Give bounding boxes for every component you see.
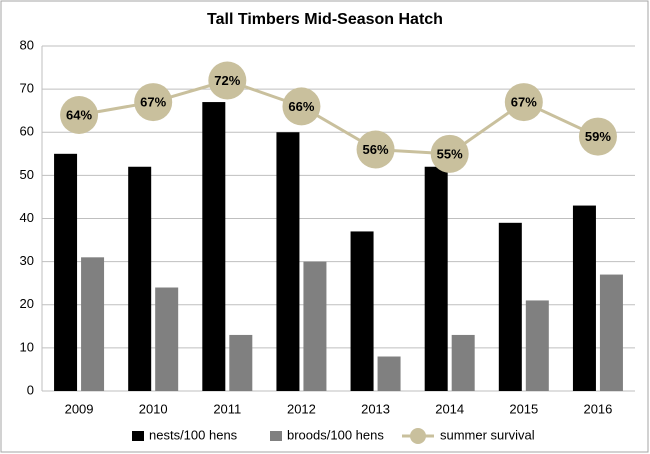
bar bbox=[572, 205, 596, 391]
legend-swatch bbox=[270, 431, 282, 441]
bar bbox=[424, 166, 448, 391]
bar bbox=[155, 287, 179, 391]
x-tick-label: 2016 bbox=[583, 401, 612, 416]
survival-marker bbox=[134, 83, 173, 122]
x-tick-label: 2014 bbox=[435, 401, 464, 416]
bar bbox=[276, 132, 300, 391]
bar bbox=[81, 257, 105, 391]
bar bbox=[229, 334, 253, 391]
bar bbox=[350, 231, 374, 391]
bar bbox=[54, 153, 78, 391]
y-tick-label: 60 bbox=[20, 124, 34, 139]
bar bbox=[202, 102, 226, 391]
data-label: 67% bbox=[140, 95, 166, 110]
survival-marker bbox=[356, 130, 395, 169]
survival-marker bbox=[60, 96, 99, 134]
y-tick-label: 30 bbox=[20, 253, 34, 268]
bar bbox=[303, 261, 327, 391]
x-tick-label: 2015 bbox=[509, 401, 538, 416]
survival-marker bbox=[504, 83, 543, 122]
survival-marker bbox=[430, 134, 469, 173]
legend-label: nests/100 hens bbox=[149, 427, 238, 442]
bar bbox=[599, 274, 623, 391]
bar bbox=[525, 300, 549, 391]
bar bbox=[451, 334, 475, 391]
data-label: 67% bbox=[511, 95, 537, 110]
chart-title: Tall Timbers Mid-Season Hatch bbox=[207, 11, 443, 28]
bar bbox=[128, 166, 152, 391]
data-label: 64% bbox=[66, 107, 92, 122]
survival-marker bbox=[578, 117, 617, 156]
data-label: 72% bbox=[214, 73, 240, 88]
y-tick-label: 0 bbox=[27, 382, 34, 397]
legend-marker bbox=[410, 428, 426, 444]
data-label: 56% bbox=[363, 142, 389, 157]
x-tick-label: 2011 bbox=[213, 401, 241, 416]
bar bbox=[377, 356, 401, 391]
survival-marker bbox=[208, 61, 247, 100]
y-tick-label: 10 bbox=[20, 339, 34, 354]
bar bbox=[498, 222, 522, 391]
data-label: 59% bbox=[585, 129, 611, 144]
y-tick-label: 20 bbox=[20, 296, 34, 311]
legend-label: broods/100 hens bbox=[287, 427, 384, 442]
legend-swatch bbox=[132, 431, 144, 441]
y-tick-label: 70 bbox=[20, 81, 34, 96]
y-tick-label: 50 bbox=[20, 167, 34, 182]
legend-label: summer survival bbox=[440, 427, 535, 442]
y-tick-label: 80 bbox=[20, 37, 34, 52]
y-tick-label: 40 bbox=[20, 210, 34, 225]
data-label: 66% bbox=[288, 99, 314, 114]
x-tick-label: 2009 bbox=[65, 401, 94, 416]
x-tick-label: 2013 bbox=[361, 401, 390, 416]
survival-marker bbox=[282, 87, 321, 126]
x-tick-label: 2012 bbox=[287, 401, 316, 416]
data-label: 55% bbox=[437, 146, 463, 161]
x-tick-label: 2010 bbox=[139, 401, 168, 416]
